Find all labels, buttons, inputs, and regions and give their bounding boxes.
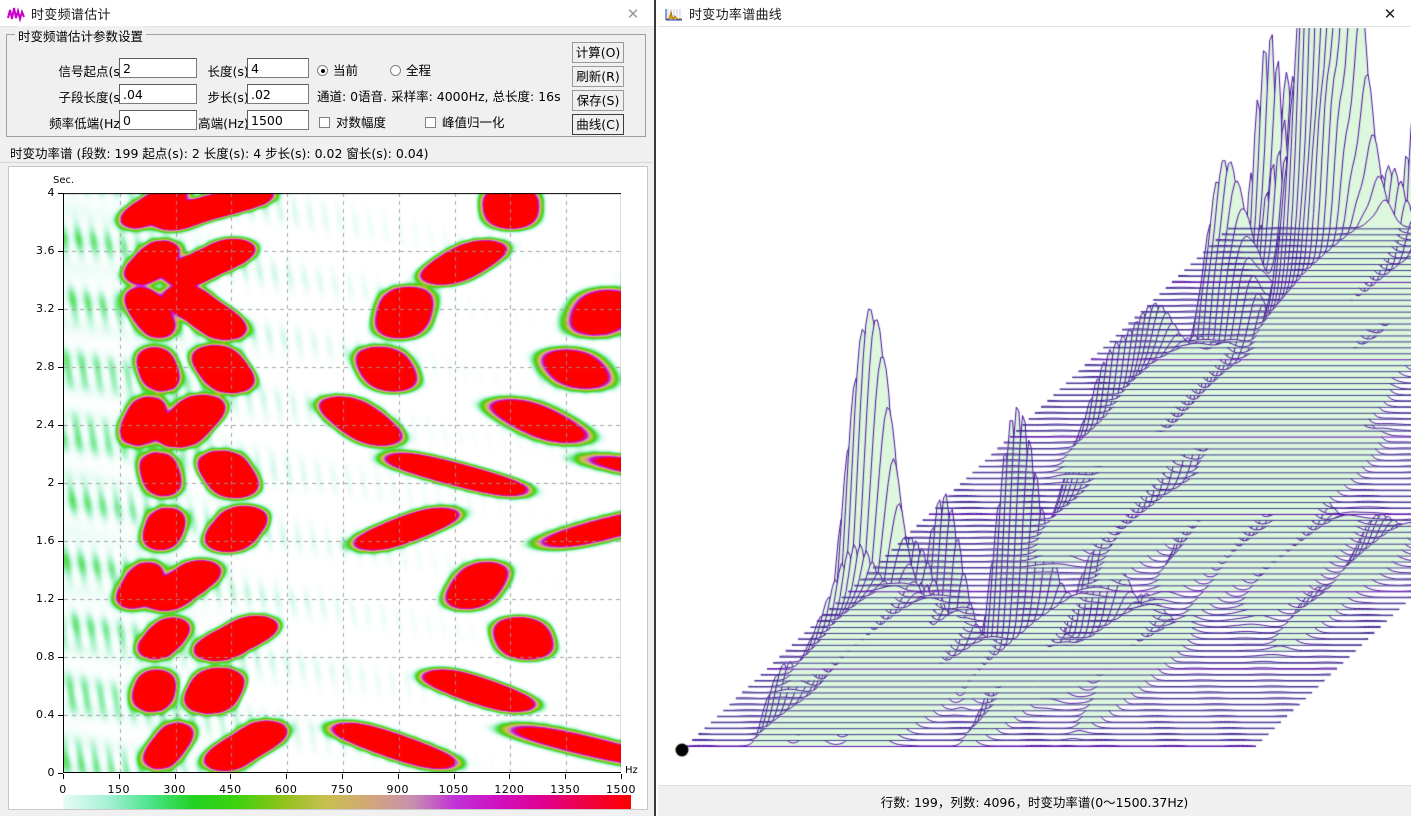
spectrogram-x-tick-label: 450	[219, 783, 242, 796]
radio-full[interactable]: 全程	[390, 60, 431, 79]
spectrogram-x-tick-label: 300	[163, 783, 186, 796]
left-close-button[interactable]: ✕	[626, 5, 640, 23]
label-signal-start: 信号起点(s):	[58, 64, 129, 79]
spectrogram-y-tick-mark	[58, 599, 63, 600]
spectrogram-x-tick-mark	[509, 774, 511, 779]
status-divider	[0, 162, 652, 163]
calculate-button[interactable]: 计算(O)	[572, 42, 624, 63]
save-button[interactable]: 保存(S)	[572, 90, 624, 111]
peak-normalize-checkbox-box	[425, 117, 436, 128]
parameter-groupbox: 时变频谱估计参数设置 信号起点(s): 2 长度(s): 4 子段长度(s): …	[6, 26, 646, 137]
freq-low-input[interactable]: 0	[119, 110, 197, 130]
spectrogram-x-tick-mark	[286, 774, 288, 779]
spectrogram-x-tick-label: 1350	[550, 783, 581, 796]
log-magnitude-checkbox-box	[319, 117, 330, 128]
spectrogram-y-tick-mark	[58, 193, 63, 194]
spectrogram-x-tick-mark	[118, 774, 120, 779]
spectrogram-x-tick-label: 0	[59, 783, 67, 796]
right-close-button[interactable]: ✕	[1383, 5, 1397, 23]
label-step: 步长(s):	[207, 90, 253, 105]
spectrum-status-line: 时变功率谱 (段数: 199 起点(s): 2 长度(s): 4 步长(s): …	[10, 146, 429, 161]
checkbox-peak-normalize-label: 峰值归一化	[442, 115, 505, 130]
spectrogram-y-tick-label: 0.8	[36, 650, 55, 663]
label-length: 长度(s):	[207, 64, 253, 79]
right-window-title: 时变功率谱曲线	[689, 8, 783, 23]
radio-current-indicator	[317, 65, 328, 76]
spectrogram-x-tick-mark	[397, 774, 399, 779]
channel-info-text: 通道: 0语音. 采样率: 4000Hz, 总长度: 16s	[317, 89, 561, 104]
spectrogram-x-tick-label: 1200	[494, 783, 525, 796]
spectrogram-y-tick-label: 0.4	[36, 708, 55, 721]
left-titlebar: 时变频谱估计 ✕	[0, 0, 654, 27]
spectrogram-y-tick-label: 2.4	[36, 418, 55, 431]
time-varying-spectrum-window: 时变频谱估计 ✕ 时变频谱估计参数设置 信号起点(s): 2 长度(s): 4 …	[0, 0, 656, 816]
spectrogram-y-tick-mark	[58, 251, 63, 252]
curve-button[interactable]: 曲线(C)	[572, 114, 624, 135]
spectrogram-y-tick-label: 4	[47, 186, 55, 199]
right-status-divider	[658, 785, 1411, 786]
spectrogram-y-tick-mark	[58, 483, 63, 484]
spectrogram-colorbar	[63, 795, 631, 809]
spectrogram-x-tick-label: 750	[330, 783, 354, 796]
radio-full-indicator	[390, 65, 401, 76]
spectrogram-plot-area[interactable]	[63, 193, 621, 773]
radio-current-label: 当前	[333, 63, 359, 78]
radio-full-label: 全程	[406, 63, 432, 78]
power-spectrum-curve-window: 时变功率谱曲线 ✕ 行数: 199，列数: 4096，时变功率谱(0～1500.…	[658, 0, 1411, 816]
spectrogram-y-tick-label: 2.8	[36, 360, 55, 373]
spectrogram-y-tick-label: 3.2	[36, 302, 55, 315]
spectrogram-x-tick-label: 600	[274, 783, 298, 796]
left-window-title: 时变频谱估计	[31, 8, 111, 23]
spectrogram-y-tick-mark	[58, 367, 63, 368]
spectrogram-x-axis-label: Hz	[625, 765, 638, 776]
spectrogram-y-tick-label: 2	[47, 476, 55, 489]
spectrogram-y-tick-mark	[58, 309, 63, 310]
signal-start-input[interactable]: 2	[119, 58, 197, 78]
spectrogram-x-tick-mark	[565, 774, 567, 779]
spectrogram-y-tick-mark	[58, 541, 63, 542]
spectrogram-panel: Sec. Hz 0 0.4 0.8 1.2 1.6 2 2.4 2.8 3.2 3.6 4 0 150…	[8, 166, 648, 810]
spectrogram-y-tick-mark	[58, 715, 63, 716]
radio-current[interactable]: 当前	[317, 60, 358, 79]
spectrogram-x-tick-label: 150	[107, 783, 131, 796]
spectrogram-x-tick-label: 1050	[438, 783, 469, 796]
step-input[interactable]: .02	[247, 84, 309, 104]
right-titlebar-divider	[658, 26, 1411, 27]
checkbox-peak-normalize[interactable]: 峰值归一化	[425, 112, 505, 131]
refresh-button[interactable]: 刷新(R)	[572, 66, 624, 87]
spectrogram-x-tick-mark	[342, 774, 343, 779]
groupbox-legend: 时变频谱估计参数设置	[15, 26, 147, 45]
freq-high-input[interactable]: 1500	[247, 110, 309, 130]
spectrogram-x-tick-mark	[63, 774, 64, 779]
waterfall-plot-area[interactable]	[658, 28, 1411, 782]
waterfall-canvas	[658, 28, 1411, 782]
spectrogram-y-tick-mark	[58, 773, 63, 774]
label-freq-low: 频率低端(Hz):	[49, 116, 129, 131]
spectrogram-y-tick-label: 1.6	[36, 534, 55, 547]
label-freq-high: 高端(Hz):	[198, 116, 253, 131]
titlebar-divider	[0, 26, 654, 27]
right-status-bar: 行数: 199，列数: 4096，时变功率谱(0～1500.37Hz)	[658, 786, 1411, 816]
spectrogram-y-tick-label: 1.2	[36, 592, 55, 605]
spectrogram-y-tick-mark	[58, 425, 63, 426]
length-input[interactable]: 4	[247, 58, 309, 78]
spectrogram-x-tick-label: 900	[386, 783, 410, 796]
spectrogram-x-tick-mark	[453, 774, 455, 779]
spectrogram-y-axis-label: Sec.	[53, 175, 75, 186]
spectrogram-canvas	[64, 193, 621, 772]
waveform-icon	[7, 6, 25, 23]
spectrogram-x-tick-mark	[174, 774, 176, 779]
spectrogram-x-tick-mark	[230, 774, 232, 779]
spectrogram-y-tick-mark	[58, 657, 63, 658]
right-titlebar: 时变功率谱曲线 ✕	[658, 0, 1411, 27]
spectrogram-y-tick-label: 3.6	[36, 244, 55, 257]
checkbox-log-magnitude[interactable]: 对数幅度	[319, 112, 386, 131]
label-subsegment-length: 子段长度(s):	[58, 90, 129, 105]
spectrogram-y-tick-label: 0	[47, 766, 55, 779]
spectrum-curve-icon	[665, 6, 683, 22]
spectrogram-x-tick-mark	[621, 774, 622, 779]
spectrogram-x-tick-label: 1500	[606, 783, 636, 796]
checkbox-log-magnitude-label: 对数幅度	[336, 115, 387, 130]
subsegment-length-input[interactable]: .04	[119, 84, 197, 104]
